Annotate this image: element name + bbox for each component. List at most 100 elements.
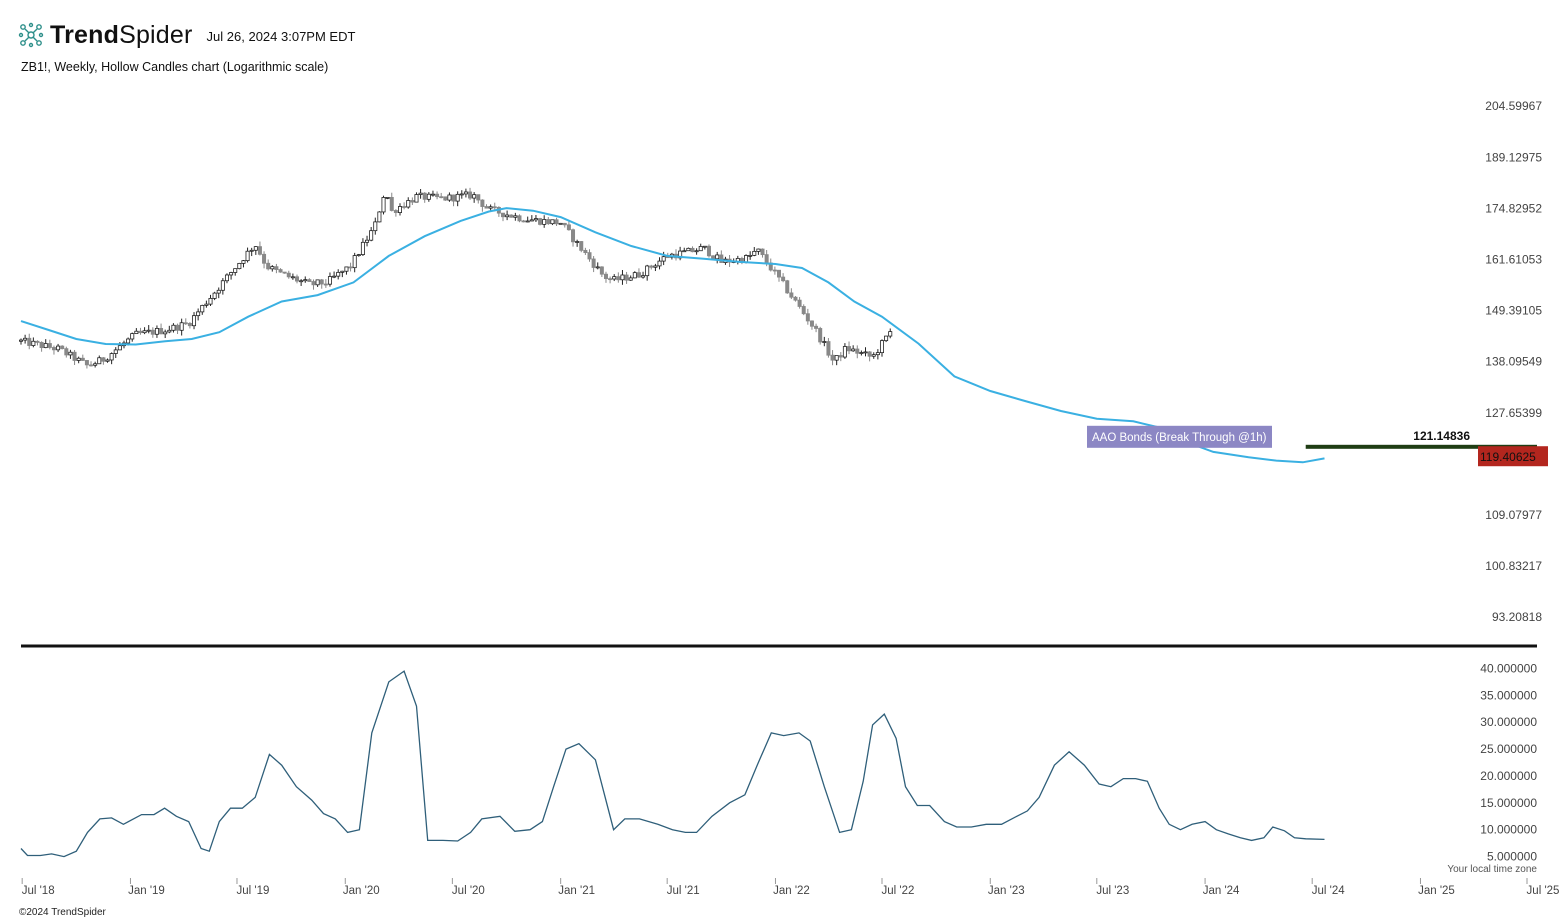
candle-body <box>315 279 320 286</box>
candle-body <box>682 250 687 253</box>
price-axis-tick: 100.83217 <box>1485 559 1542 573</box>
candle-body <box>818 328 823 343</box>
level-line[interactable] <box>1305 444 1537 449</box>
oscillator-axis-tick: 5.000000 <box>1487 850 1537 864</box>
candle-body <box>686 247 691 252</box>
candle-body <box>146 329 151 332</box>
candle-body <box>863 351 868 354</box>
candle-body <box>381 197 386 213</box>
candle-body <box>196 311 201 317</box>
x-axis-tick-label: Jan '23 <box>988 885 1025 897</box>
price-axis-tick: 93.20818 <box>1492 610 1542 624</box>
candle-body <box>492 206 497 209</box>
candle-body <box>299 280 304 283</box>
price-axis-tick: 204.59967 <box>1485 99 1542 113</box>
candle-body <box>624 274 629 281</box>
candle-body <box>105 359 110 362</box>
candle-body <box>89 364 94 367</box>
candle-body <box>579 241 584 251</box>
candle-body <box>179 322 184 331</box>
candle-body <box>599 266 604 275</box>
candle-body <box>566 224 571 231</box>
candle-body <box>789 292 794 298</box>
candle-body <box>752 250 757 256</box>
price-axis-tick: 109.07977 <box>1485 508 1542 522</box>
candle-body <box>385 196 390 199</box>
oscillator-axis-tick: 30.000000 <box>1480 715 1537 729</box>
x-axis-tick-label: Jul '25 <box>1527 885 1560 897</box>
candle-body <box>47 343 52 348</box>
candle-body <box>447 194 452 201</box>
candle-body <box>426 193 431 200</box>
x-axis-tick-label: Jul '24 <box>1312 885 1345 897</box>
candle-body <box>204 303 209 306</box>
candle-body <box>200 304 205 313</box>
brand-light: Spider <box>119 20 193 49</box>
oscillator-axis-tick: 20.000000 <box>1480 769 1537 783</box>
candle-body <box>756 248 761 252</box>
candle-body <box>603 273 608 280</box>
candle-body <box>855 348 860 354</box>
copyright: ©2024 TrendSpider <box>19 907 106 918</box>
last-price-tag <box>1478 446 1548 467</box>
candle-body <box>480 199 485 207</box>
candle-body <box>661 256 666 262</box>
price-axis-tick: 138.09549 <box>1485 355 1542 369</box>
candle-body <box>797 299 802 307</box>
candle-body <box>365 239 370 243</box>
x-axis-tick-label: Jan '20 <box>343 885 380 897</box>
candle-body <box>31 340 36 346</box>
candle-body <box>224 274 229 282</box>
candle-body <box>505 214 510 218</box>
x-axis-tick-label: Jan '25 <box>1418 885 1455 897</box>
candle-body <box>571 229 576 243</box>
candle-body <box>608 278 613 281</box>
candle-body <box>764 254 769 264</box>
candle-body <box>295 276 300 282</box>
candle-body <box>554 219 559 225</box>
candle-body <box>253 246 258 251</box>
candle-body <box>801 306 806 315</box>
x-axis-tick-label: Jan '19 <box>128 885 165 897</box>
price-axis-tick: 189.12975 <box>1485 150 1542 164</box>
candle-body <box>805 313 810 322</box>
candle-body <box>418 192 423 195</box>
candle-body <box>348 266 353 269</box>
candle-body <box>509 214 514 218</box>
level-value-label: 121.14836 <box>1413 429 1470 443</box>
candle-body <box>463 191 468 195</box>
candle-body <box>43 343 48 349</box>
candle-body <box>282 271 287 274</box>
candle-body <box>777 269 782 278</box>
candle-body <box>459 193 464 196</box>
candle-body <box>694 250 699 253</box>
candle-body <box>521 220 526 223</box>
candle-body <box>27 337 32 346</box>
candle-body <box>126 338 131 344</box>
x-axis-tick-label: Jan '22 <box>773 885 810 897</box>
x-axis-tick-label: Jul '20 <box>452 885 485 897</box>
candle-body <box>68 351 73 356</box>
candle-body <box>35 340 40 343</box>
price-axis-tick: 161.61053 <box>1485 252 1542 266</box>
candle-body <box>402 206 407 208</box>
candle-body <box>641 275 646 278</box>
oscillator-axis-tick: 10.000000 <box>1480 823 1537 837</box>
candle-body <box>389 196 394 211</box>
candle-body <box>336 271 341 277</box>
candle-body <box>698 246 703 252</box>
candle-body <box>18 339 23 342</box>
candle-body <box>414 194 419 203</box>
candle-body <box>233 268 238 273</box>
candle-body <box>352 255 357 269</box>
level-name-badge[interactable] <box>1087 425 1272 448</box>
candle-body <box>875 352 880 356</box>
candle-body <box>879 340 884 354</box>
candle-body <box>237 262 242 270</box>
candle-body <box>809 320 814 327</box>
candle-body <box>39 341 44 349</box>
candle-body <box>525 220 530 223</box>
price-axis-tick: 127.65399 <box>1485 406 1542 420</box>
candle-body <box>76 357 81 361</box>
